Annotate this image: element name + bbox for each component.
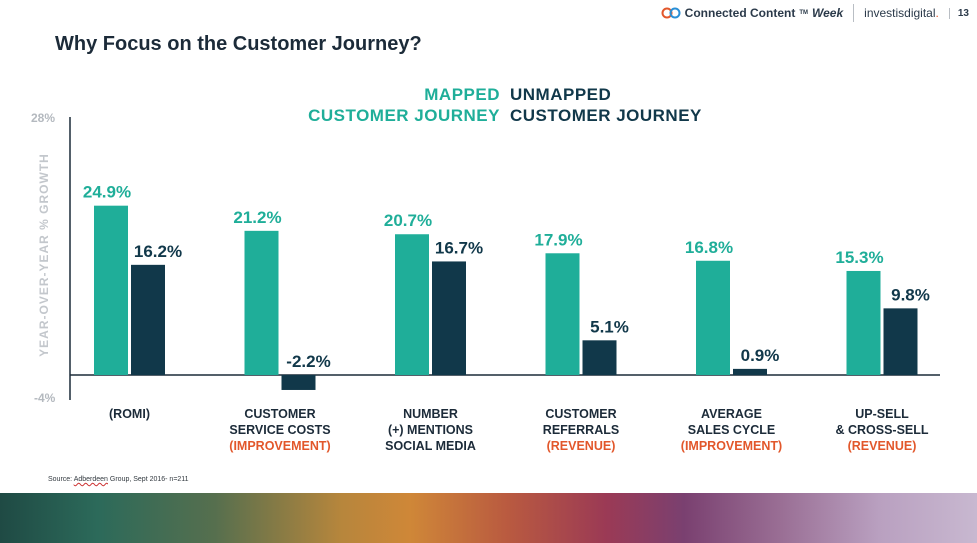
category-label-5-line1: & CROSS-SELL xyxy=(835,423,928,437)
bar-mapped-1 xyxy=(244,230,279,375)
source-prefix: Source: xyxy=(48,476,74,483)
footer-gradient-band xyxy=(0,493,977,543)
category-label-2-line2: SOCIAL MEDIA xyxy=(385,439,476,453)
category-qualifier-4: (IMPROVEMENT) xyxy=(681,439,782,453)
source-note: Source: Adberdeen Group, Sept 2016- n=21… xyxy=(48,476,189,483)
legend-mapped-line2: CUSTOMER JOURNEY xyxy=(308,106,500,125)
source-underlined: Adberdeen xyxy=(73,476,108,483)
bar-mapped-5 xyxy=(846,270,881,375)
category-label-2-line1: (+) MENTIONS xyxy=(388,423,473,437)
investis-digital-logo: investisdigital. xyxy=(864,6,939,20)
legend-unmapped: UNMAPPED CUSTOMER JOURNEY xyxy=(510,84,750,126)
category-qualifier-5: (REVENUE) xyxy=(848,439,917,453)
bar-unmapped-2 xyxy=(432,261,466,375)
data-label-unmapped-3: 5.1% xyxy=(590,317,629,336)
bar-unmapped-3 xyxy=(582,340,617,375)
partner-suffix: digital xyxy=(904,6,936,20)
category-label-4-line1: SALES CYCLE xyxy=(688,423,776,437)
legend-mapped-line1: MAPPED xyxy=(424,85,500,104)
category-label-3-line0: CUSTOMER xyxy=(545,407,616,421)
bar-mapped-4 xyxy=(696,260,730,375)
brand-tm: TM xyxy=(799,10,809,16)
data-label-unmapped-2: 16.7% xyxy=(435,238,483,257)
logo-divider xyxy=(853,4,855,22)
bar-mapped-2 xyxy=(395,234,429,375)
category-label-0-line0: (ROMI) xyxy=(109,407,150,421)
category-label-4-line0: AVERAGE xyxy=(701,407,762,421)
page-title: Why Focus on the Customer Journey? xyxy=(55,33,422,55)
data-label-mapped-2: 20.7% xyxy=(384,211,432,230)
bar-mapped-0 xyxy=(94,205,128,375)
bar-unmapped-0 xyxy=(131,264,165,375)
legend-mapped: MAPPED CUSTOMER JOURNEY xyxy=(260,84,500,126)
y-tick-min: -4% xyxy=(34,391,56,405)
legend-unmapped-line1: UNMAPPED xyxy=(510,85,612,104)
data-label-mapped-4: 16.8% xyxy=(685,238,733,257)
category-qualifier-3: (REVENUE) xyxy=(547,439,616,453)
y-tick-max: 28% xyxy=(31,111,56,125)
brand-name: Connected Content xyxy=(684,6,796,20)
category-label-5-line0: UP-SELL xyxy=(855,407,909,421)
data-label-mapped-3: 17.9% xyxy=(534,230,582,249)
category-label-1-line0: CUSTOMER xyxy=(244,407,315,421)
partner-name: investis xyxy=(864,6,905,20)
bar-unmapped-1 xyxy=(281,375,316,390)
data-label-unmapped-5: 9.8% xyxy=(891,285,930,304)
category-label-3-line1: REFERRALS xyxy=(543,423,619,437)
bar-unmapped-4 xyxy=(733,368,767,375)
bar-unmapped-5 xyxy=(883,308,918,375)
legend-unmapped-line2: CUSTOMER JOURNEY xyxy=(510,106,702,125)
data-label-mapped-1: 21.2% xyxy=(233,208,281,227)
data-label-mapped-0: 24.9% xyxy=(83,183,131,202)
brand-week: Week xyxy=(812,6,844,20)
infinity-icon xyxy=(661,7,681,19)
data-label-unmapped-4: 0.9% xyxy=(741,346,780,365)
data-label-mapped-5: 15.3% xyxy=(835,248,883,267)
bar-mapped-3 xyxy=(545,253,580,375)
category-label-1-line1: SERVICE COSTS xyxy=(229,423,330,437)
partner-dot: . xyxy=(935,6,939,20)
header-logos: Connected Content TM Week investisdigital… xyxy=(661,2,969,24)
source-rest: Group, Sept 2016- n=211 xyxy=(107,476,189,483)
data-label-unmapped-0: 16.2% xyxy=(134,242,182,261)
data-label-unmapped-1: -2.2% xyxy=(286,352,330,371)
category-qualifier-1: (IMPROVEMENT) xyxy=(229,439,330,453)
page-number: 13 xyxy=(948,7,969,19)
connected-content-week-logo: Connected Content TM Week xyxy=(661,6,843,20)
category-label-2-line0: NUMBER xyxy=(403,407,458,421)
